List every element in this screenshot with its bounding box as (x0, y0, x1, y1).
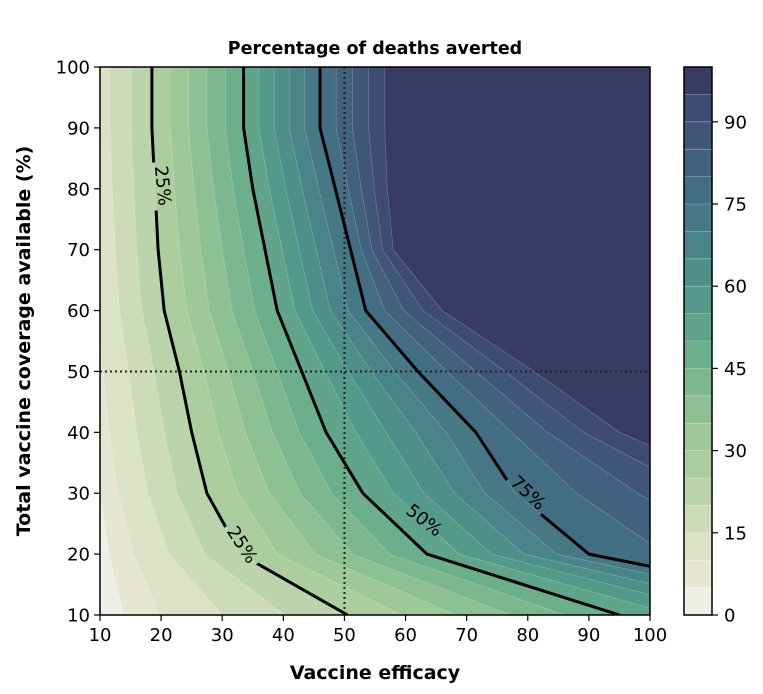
colorbar-frame (683, 66, 713, 616)
plot-area (100, 67, 650, 615)
y-axis-title: Total vaccine coverage available (%) (13, 146, 35, 537)
colorbar-band-80 (684, 149, 712, 177)
x-axis-ticks: 10 20 30 40 50 60 70 80 90 100 (89, 615, 667, 646)
y-tick-label: 80 (67, 179, 90, 200)
colorbar-band-70 (684, 204, 712, 232)
x-tick-label: 80 (516, 625, 539, 646)
colorbar-tick-label: 45 (724, 359, 747, 380)
colorbar-band-0 (684, 587, 712, 615)
x-tick-label: 50 (333, 625, 356, 646)
colorbar-tick-label: 75 (724, 195, 747, 216)
reference-lines (100, 67, 650, 615)
contour-label-0: 25% (150, 165, 175, 207)
colorbar-tick-label: 30 (724, 441, 747, 462)
colorbar-band-75 (684, 176, 712, 204)
colorbar-band-50 (684, 313, 712, 341)
x-axis-title: Vaccine efficacy (290, 662, 461, 684)
colorbar-band-15 (684, 505, 712, 533)
colorbar-band-30 (684, 423, 712, 451)
y-tick-label: 20 (67, 545, 90, 566)
colorbar-band-85 (684, 121, 712, 150)
colorbar-tick-label: 15 (724, 523, 747, 544)
colorbar-band-25 (684, 450, 712, 478)
colorbar-band-60 (684, 258, 712, 287)
colorbar: 0 15 30 45 60 75 90 (683, 66, 747, 627)
y-tick-label: 10 (67, 606, 90, 627)
colorbar-band-90 (684, 94, 712, 122)
y-tick-label: 70 (67, 240, 90, 261)
band-95-100 (384, 67, 650, 446)
y-tick-label: 60 (67, 301, 90, 322)
colorbar-tick-label: 90 (724, 112, 747, 133)
colorbar-band-35 (684, 395, 712, 424)
y-tick-label: 100 (56, 58, 90, 79)
colorbar-band-40 (684, 368, 712, 396)
x-tick-label: 90 (577, 625, 600, 646)
colorbar-band-10 (684, 532, 712, 561)
contour-line-25 (150, 67, 349, 615)
plot-frame (99, 66, 651, 616)
colorbar-band-65 (684, 231, 712, 259)
y-tick-label: 90 (67, 118, 90, 139)
y-tick-label: 30 (67, 484, 90, 505)
colorbar-tick-label: 0 (724, 606, 735, 627)
chart-title: Percentage of deaths averted (228, 39, 522, 59)
colorbar-ticks: 0 15 30 45 60 75 90 (712, 112, 747, 627)
x-tick-label: 60 (394, 625, 417, 646)
y-axis-ticks: 10 20 30 40 50 60 70 80 90 100 (56, 58, 100, 627)
colorbar-band-45 (684, 341, 712, 369)
y-tick-label: 50 (67, 362, 90, 383)
x-tick-label: 40 (272, 625, 295, 646)
colorbar-tick-label: 60 (724, 277, 747, 298)
filled-contour-bands (100, 67, 650, 615)
x-tick-label: 10 (89, 625, 112, 646)
colorbar-band-20 (684, 478, 712, 506)
x-tick-label: 70 (455, 625, 478, 646)
colorbar-band-95 (684, 67, 712, 95)
colorbar-bands (684, 67, 712, 615)
colorbar-band-5 (684, 560, 712, 588)
contour-line-75 (318, 67, 650, 568)
x-tick-label: 30 (211, 625, 234, 646)
y-tick-label: 40 (67, 423, 90, 444)
x-tick-label: 20 (150, 625, 173, 646)
contour-line-50 (242, 67, 620, 615)
x-tick-label: 100 (633, 625, 667, 646)
colorbar-band-55 (684, 286, 712, 314)
contour-lines (150, 67, 650, 615)
